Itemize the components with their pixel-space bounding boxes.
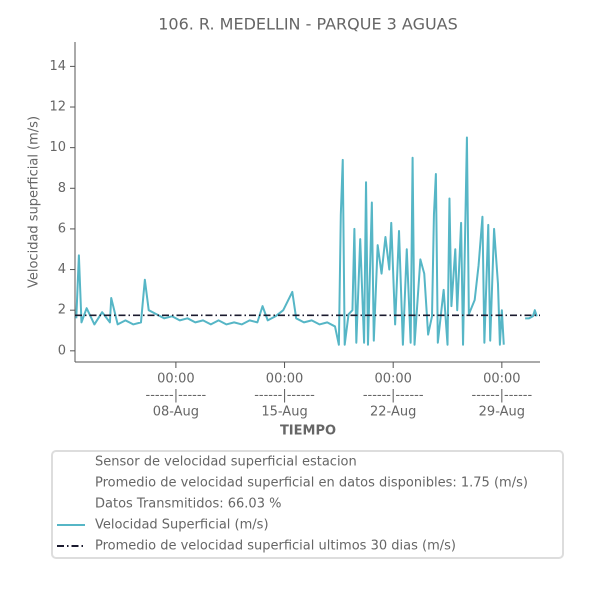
x-tick-label: 08-Aug xyxy=(153,405,199,420)
x-tick-label: 00:00 xyxy=(266,372,303,387)
x-tick-label: 00:00 xyxy=(157,372,194,387)
y-tick-label: 6 xyxy=(58,221,66,236)
y-tick-label: 8 xyxy=(58,181,66,196)
y-tick-label: 4 xyxy=(58,262,66,277)
x-tick-label: 00:00 xyxy=(483,372,520,387)
y-axis-label: Velocidad superficial (m/s) xyxy=(27,116,42,288)
x-tick-label: ------|------ xyxy=(363,388,424,403)
y-tick-label: 10 xyxy=(49,140,66,155)
x-tick-label: ------|------ xyxy=(254,388,315,403)
x-tick-label: 22-Aug xyxy=(370,405,416,420)
legend-note: Datos Transmitidos: 66.03 % xyxy=(95,497,281,512)
x-tick-label: 00:00 xyxy=(374,372,411,387)
x-tick-label: 15-Aug xyxy=(261,405,307,420)
y-tick-label: 2 xyxy=(58,303,66,318)
x-tick-label: ------|------ xyxy=(146,388,207,403)
y-tick-label: 14 xyxy=(49,59,66,74)
legend-note: Promedio de velocidad superficial en dat… xyxy=(95,476,528,491)
x-tick-label: 29-Aug xyxy=(479,405,525,420)
legend-label: Promedio de velocidad superficial ultimo… xyxy=(95,539,456,554)
chart-title: 106. R. MEDELLIN - PARQUE 3 AGUAS xyxy=(158,15,458,34)
legend-note: Sensor de velocidad superficial estacion xyxy=(95,455,357,470)
x-axis-label: TIEMPO xyxy=(280,424,336,439)
series-line xyxy=(75,136,538,346)
legend-label: Velocidad Superficial (m/s) xyxy=(95,518,269,533)
y-tick-label: 12 xyxy=(49,100,66,115)
y-tick-label: 0 xyxy=(58,343,66,358)
x-tick-label: ------|------ xyxy=(472,388,533,403)
legend-box xyxy=(51,450,564,559)
